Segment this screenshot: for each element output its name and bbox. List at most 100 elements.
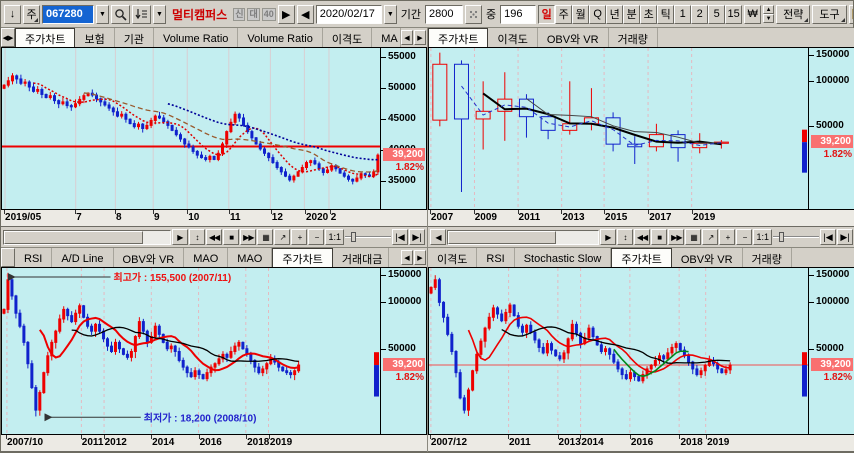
stop-button[interactable]: ■ xyxy=(223,229,240,245)
chart-plot-monthly-right[interactable] xyxy=(428,267,809,435)
stock-code-input[interactable] xyxy=(42,4,94,24)
tab-dock-icon[interactable] xyxy=(1,248,15,267)
tab-ma[interactable]: MA xyxy=(372,28,401,47)
one-to-one-button[interactable]: 1:1 xyxy=(753,229,772,245)
count-input[interactable] xyxy=(500,4,537,24)
fast-forward-button[interactable]: ▶▶ xyxy=(668,229,685,245)
zoom-out-button[interactable]: − xyxy=(736,229,753,245)
next-stock-button[interactable]: ▶ xyxy=(277,4,295,24)
chart-scrollbar[interactable] xyxy=(3,229,171,245)
interval-button-일[interactable]: 일 xyxy=(538,4,556,24)
interval-button-초[interactable]: 초 xyxy=(640,4,658,24)
chart-nav-toolbar: ▶ ↕ ◀◀ ■ ▶▶ ▦ ↗ + −1:1 |◀ ▶| xyxy=(1,227,427,247)
tab-이격도[interactable]: 이격도 xyxy=(428,248,478,267)
fast-forward-button[interactable]: ▶▶ xyxy=(240,229,257,245)
interval-button-5[interactable]: 5 xyxy=(708,4,726,24)
tab-obv와-vr[interactable]: OBV와 VR xyxy=(538,28,609,47)
tab-주가차트[interactable]: 주가차트 xyxy=(611,248,672,267)
trend-line-tool-button[interactable]: ↗ xyxy=(274,229,291,245)
one-to-one-button[interactable]: 1:1 xyxy=(325,229,344,245)
open-folder-icon[interactable] xyxy=(848,4,853,24)
interval-button-분[interactable]: 분 xyxy=(623,4,641,24)
prev-stock-button[interactable]: ◀ xyxy=(296,4,314,24)
interval-button-15[interactable]: 15 xyxy=(725,4,743,24)
go-last-button[interactable]: ▶| xyxy=(837,229,853,245)
scrollbar-right-button[interactable]: ▶ xyxy=(599,229,616,245)
tab-scroll-left[interactable]: ◀ xyxy=(401,250,413,265)
go-last-button[interactable]: ▶| xyxy=(409,229,425,245)
x-axis-label: 2018 xyxy=(247,437,270,448)
tab-scroll-right[interactable]: ▶ xyxy=(414,30,426,45)
period-input[interactable] xyxy=(425,4,464,24)
chart-plot-yearly[interactable] xyxy=(428,47,809,210)
interval-button-1[interactable]: 1 xyxy=(674,4,692,24)
tab-dock-icon[interactable]: ◀▶ xyxy=(1,28,15,47)
period-week-button[interactable]: 주 xyxy=(23,4,40,24)
x-axis-label: 8 xyxy=(116,212,122,223)
tab-기관[interactable]: 기관 xyxy=(115,28,154,47)
go-first-button[interactable]: |◀ xyxy=(820,229,836,245)
won-scale-button[interactable]: ₩ xyxy=(744,4,762,24)
tab-거래량[interactable]: 거래량 xyxy=(743,248,792,267)
chart-plot-monthly-left[interactable]: 최고가 : 155,500 (2007/11) 최저가 : 18,200 (200… xyxy=(1,267,381,435)
tab-rsi[interactable]: RSI xyxy=(15,248,53,267)
scrollbar-left-button[interactable]: ◀ xyxy=(430,229,446,245)
fit-vertical-button[interactable]: ↕ xyxy=(188,229,205,245)
tab-주가차트[interactable]: 주가차트 xyxy=(15,28,76,47)
tab-거래량[interactable]: 거래량 xyxy=(609,28,658,47)
zoom-out-button[interactable]: − xyxy=(308,229,325,245)
scrollbar-thumb[interactable] xyxy=(448,230,556,244)
scrollbar-right-button[interactable]: ▶ xyxy=(171,229,188,245)
code-dropdown-button[interactable]: ▼ xyxy=(96,4,109,24)
tab-rsi[interactable]: RSI xyxy=(477,248,515,267)
tab-mao[interactable]: MAO xyxy=(184,248,229,267)
interval-button-월[interactable]: 월 xyxy=(572,4,590,24)
tab-obv와-vr[interactable]: OBV와 VR xyxy=(114,248,185,267)
dock-button[interactable]: ↓ xyxy=(4,4,21,24)
zoom-in-button[interactable]: + xyxy=(719,229,736,245)
interval-button-Q[interactable]: Q xyxy=(589,4,607,24)
scrollbar-thumb[interactable] xyxy=(4,230,144,244)
tab-보험[interactable]: 보험 xyxy=(75,28,115,47)
y-axis-label: 100000 xyxy=(388,296,422,308)
tab-mao[interactable]: MAO xyxy=(228,248,273,267)
interval-button-2[interactable]: 2 xyxy=(691,4,709,24)
tools-button[interactable]: 도구 xyxy=(812,4,847,24)
interval-button-년[interactable]: 년 xyxy=(606,4,624,24)
won-spinner[interactable]: ▲ ▼ xyxy=(763,5,775,23)
chart-settings-button[interactable]: ▦ xyxy=(257,229,274,245)
go-first-button[interactable]: |◀ xyxy=(392,229,408,245)
tab-a/d-line[interactable]: A/D Line xyxy=(52,248,114,267)
rewind-button[interactable]: ◀◀ xyxy=(633,229,651,245)
tab-주가차트[interactable]: 주가차트 xyxy=(428,28,489,47)
tab-주가차트[interactable]: 주가차트 xyxy=(272,248,333,267)
move-handle-icon[interactable] xyxy=(465,4,483,24)
interval-button-주[interactable]: 주 xyxy=(555,4,573,24)
tab-volume-ratio[interactable]: Volume Ratio xyxy=(154,28,239,47)
stop-button[interactable]: ■ xyxy=(651,229,668,245)
tab-이격도[interactable]: 이격도 xyxy=(323,28,373,47)
tab-scroll-left[interactable]: ◀ xyxy=(401,30,413,45)
chart-plot-daily[interactable] xyxy=(1,47,381,210)
rewind-button[interactable]: ◀◀ xyxy=(205,229,223,245)
chart-scrollbar[interactable] xyxy=(447,229,599,245)
fit-vertical-button[interactable]: ↕ xyxy=(616,229,633,245)
zoom-in-button[interactable]: + xyxy=(291,229,308,245)
tab-거래대금[interactable]: 거래대금 xyxy=(333,248,389,267)
search-icon[interactable] xyxy=(111,4,130,24)
tab-obv와-vr[interactable]: OBV와 VR xyxy=(672,248,743,267)
zoom-slider[interactable] xyxy=(773,231,819,243)
tab-scroll-right[interactable]: ▶ xyxy=(414,250,426,265)
tab-stochastic-slow[interactable]: Stochastic Slow xyxy=(515,248,612,267)
list-dropdown-button[interactable]: ▼ xyxy=(153,4,166,24)
strategy-button[interactable]: 전략 xyxy=(776,4,811,24)
stock-list-icon[interactable] xyxy=(132,4,151,24)
date-dropdown-button[interactable]: ▼ xyxy=(383,4,397,24)
tab-volume-ratio[interactable]: Volume Ratio xyxy=(238,28,323,47)
interval-button-틱[interactable]: 틱 xyxy=(657,4,675,24)
trend-line-tool-button[interactable]: ↗ xyxy=(702,229,719,245)
date-input[interactable] xyxy=(315,4,382,24)
zoom-slider[interactable] xyxy=(345,231,391,243)
tab-이격도[interactable]: 이격도 xyxy=(488,28,538,47)
chart-settings-button[interactable]: ▦ xyxy=(685,229,702,245)
